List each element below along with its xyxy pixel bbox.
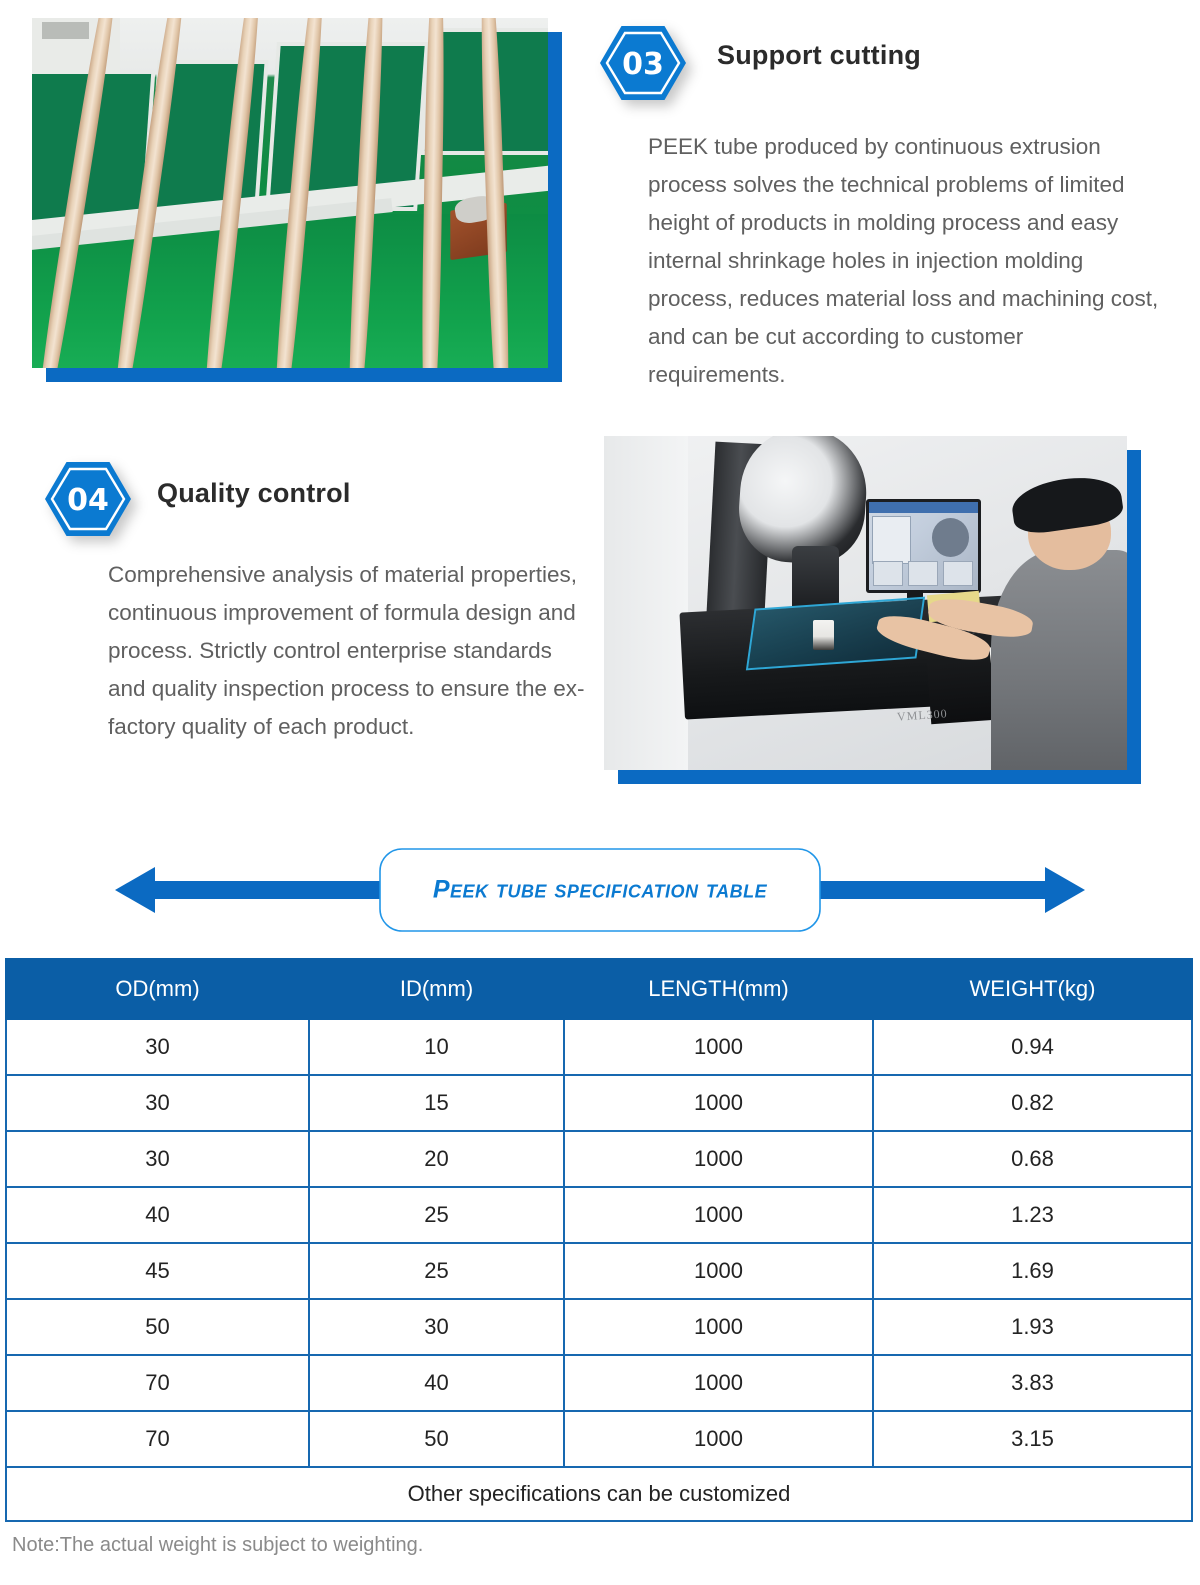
banner-label: Peek tube specification table <box>432 875 768 904</box>
column-header-id: ID(mm) <box>308 958 565 1020</box>
cell-weight: 0.82 <box>872 1074 1193 1132</box>
platform-slot <box>42 21 89 39</box>
cell-length: 1000 <box>563 1074 874 1132</box>
cell-length: 1000 <box>563 1354 874 1412</box>
quality-control-photo-image: VML300 <box>604 436 1127 770</box>
table-header-row: OD(mm) ID(mm) LENGTH(mm) WEIGHT(kg) <box>5 958 1193 1020</box>
photo-accent-right <box>1127 450 1141 784</box>
table-row: 30 10 1000 0.94 <box>5 1018 1193 1076</box>
cell-od: 30 <box>5 1130 310 1188</box>
section-title-quality-control: Quality control <box>157 478 351 508</box>
photo-accent-right <box>548 32 562 382</box>
hexagon-inner-outline <box>605 31 681 95</box>
cell-od: 70 <box>5 1410 310 1468</box>
lab-wall <box>604 436 688 770</box>
cell-length: 1000 <box>563 1186 874 1244</box>
cell-weight: 0.68 <box>872 1130 1193 1188</box>
cell-id: 50 <box>308 1410 565 1468</box>
column-header-weight: WEIGHT(kg) <box>872 958 1193 1020</box>
cell-length: 1000 <box>563 1130 874 1188</box>
support-cutting-photo <box>32 18 562 382</box>
cell-length: 1000 <box>563 1298 874 1356</box>
cell-od: 45 <box>5 1242 310 1300</box>
cell-weight: 1.69 <box>872 1242 1193 1300</box>
cell-id: 25 <box>308 1186 565 1244</box>
section-number-text: 04 <box>67 483 109 518</box>
table-row: 70 40 1000 3.83 <box>5 1354 1193 1412</box>
cell-length: 1000 <box>563 1410 874 1468</box>
measured-part-view <box>931 518 969 557</box>
cell-weight: 3.83 <box>872 1354 1193 1412</box>
peek-tube-specification-table: OD(mm) ID(mm) LENGTH(mm) WEIGHT(kg) 30 1… <box>5 958 1193 1522</box>
table-footer-note: Other specifications can be customized <box>5 1466 1193 1522</box>
cell-length: 1000 <box>563 1018 874 1076</box>
table-row: 70 50 1000 3.15 <box>5 1410 1193 1468</box>
inspector-body <box>991 549 1127 770</box>
cell-id: 15 <box>308 1074 565 1132</box>
support-cutting-photo-image <box>32 18 548 368</box>
hexagon-shape <box>600 26 686 100</box>
column-header-od: OD(mm) <box>5 958 310 1020</box>
factory-floor-scene <box>32 18 548 368</box>
hexagon-inner-outline <box>50 467 126 531</box>
cell-id: 10 <box>308 1018 565 1076</box>
hexagon-shape <box>45 462 131 536</box>
cell-weight: 1.23 <box>872 1186 1193 1244</box>
section-title-support-cutting: Support cutting <box>717 40 921 70</box>
cell-od: 70 <box>5 1354 310 1412</box>
measuring-lab-scene: VML300 <box>604 436 1127 770</box>
banner-label-box <box>379 848 821 932</box>
section-body-quality-control: Comprehensive analysis of material prope… <box>108 562 585 739</box>
cell-od: 50 <box>5 1298 310 1356</box>
section-number-badge-03: 03 <box>600 24 686 102</box>
table-row: 45 25 1000 1.69 <box>5 1242 1193 1300</box>
monitor-screen <box>868 502 978 590</box>
cell-od: 30 <box>5 1074 310 1132</box>
photo-accent-bottom <box>46 368 562 382</box>
quality-control-photo: VML300 <box>604 436 1141 784</box>
software-thumbnail <box>907 560 939 586</box>
cell-id: 20 <box>308 1130 565 1188</box>
column-header-length: LENGTH(mm) <box>563 958 874 1020</box>
software-titlebar <box>868 502 978 513</box>
cell-weight: 1.93 <box>872 1298 1193 1356</box>
cell-id: 40 <box>308 1354 565 1412</box>
cell-id: 30 <box>308 1298 565 1356</box>
cell-id: 25 <box>308 1242 565 1300</box>
peek-specimen <box>813 619 835 650</box>
table-row: 30 20 1000 0.68 <box>5 1130 1193 1188</box>
software-thumbnail <box>942 560 973 586</box>
table-row: 40 25 1000 1.23 <box>5 1186 1193 1244</box>
cell-od: 40 <box>5 1186 310 1244</box>
cell-od: 30 <box>5 1018 310 1076</box>
cell-weight: 3.15 <box>872 1410 1193 1468</box>
software-thumbnail <box>872 560 904 586</box>
optical-lens <box>792 546 840 614</box>
section-number-text: 03 <box>622 47 664 82</box>
section-body-support-cutting: PEEK tube produced by continuous extrusi… <box>648 134 1159 387</box>
spec-table-banner: Peek tube specification table <box>115 845 1085 935</box>
software-panel <box>871 516 911 564</box>
table-footer-row: Other specifications can be customized <box>5 1466 1193 1522</box>
cell-length: 1000 <box>563 1242 874 1300</box>
monitor <box>865 499 981 593</box>
section-number-badge-04: 04 <box>45 460 131 538</box>
weight-disclaimer-note: Note:The actual weight is subject to wei… <box>12 1534 424 1556</box>
photo-accent-bottom <box>618 770 1141 784</box>
table-row: 50 30 1000 1.93 <box>5 1298 1193 1356</box>
table-row: 30 15 1000 0.82 <box>5 1074 1193 1132</box>
cell-weight: 0.94 <box>872 1018 1193 1076</box>
